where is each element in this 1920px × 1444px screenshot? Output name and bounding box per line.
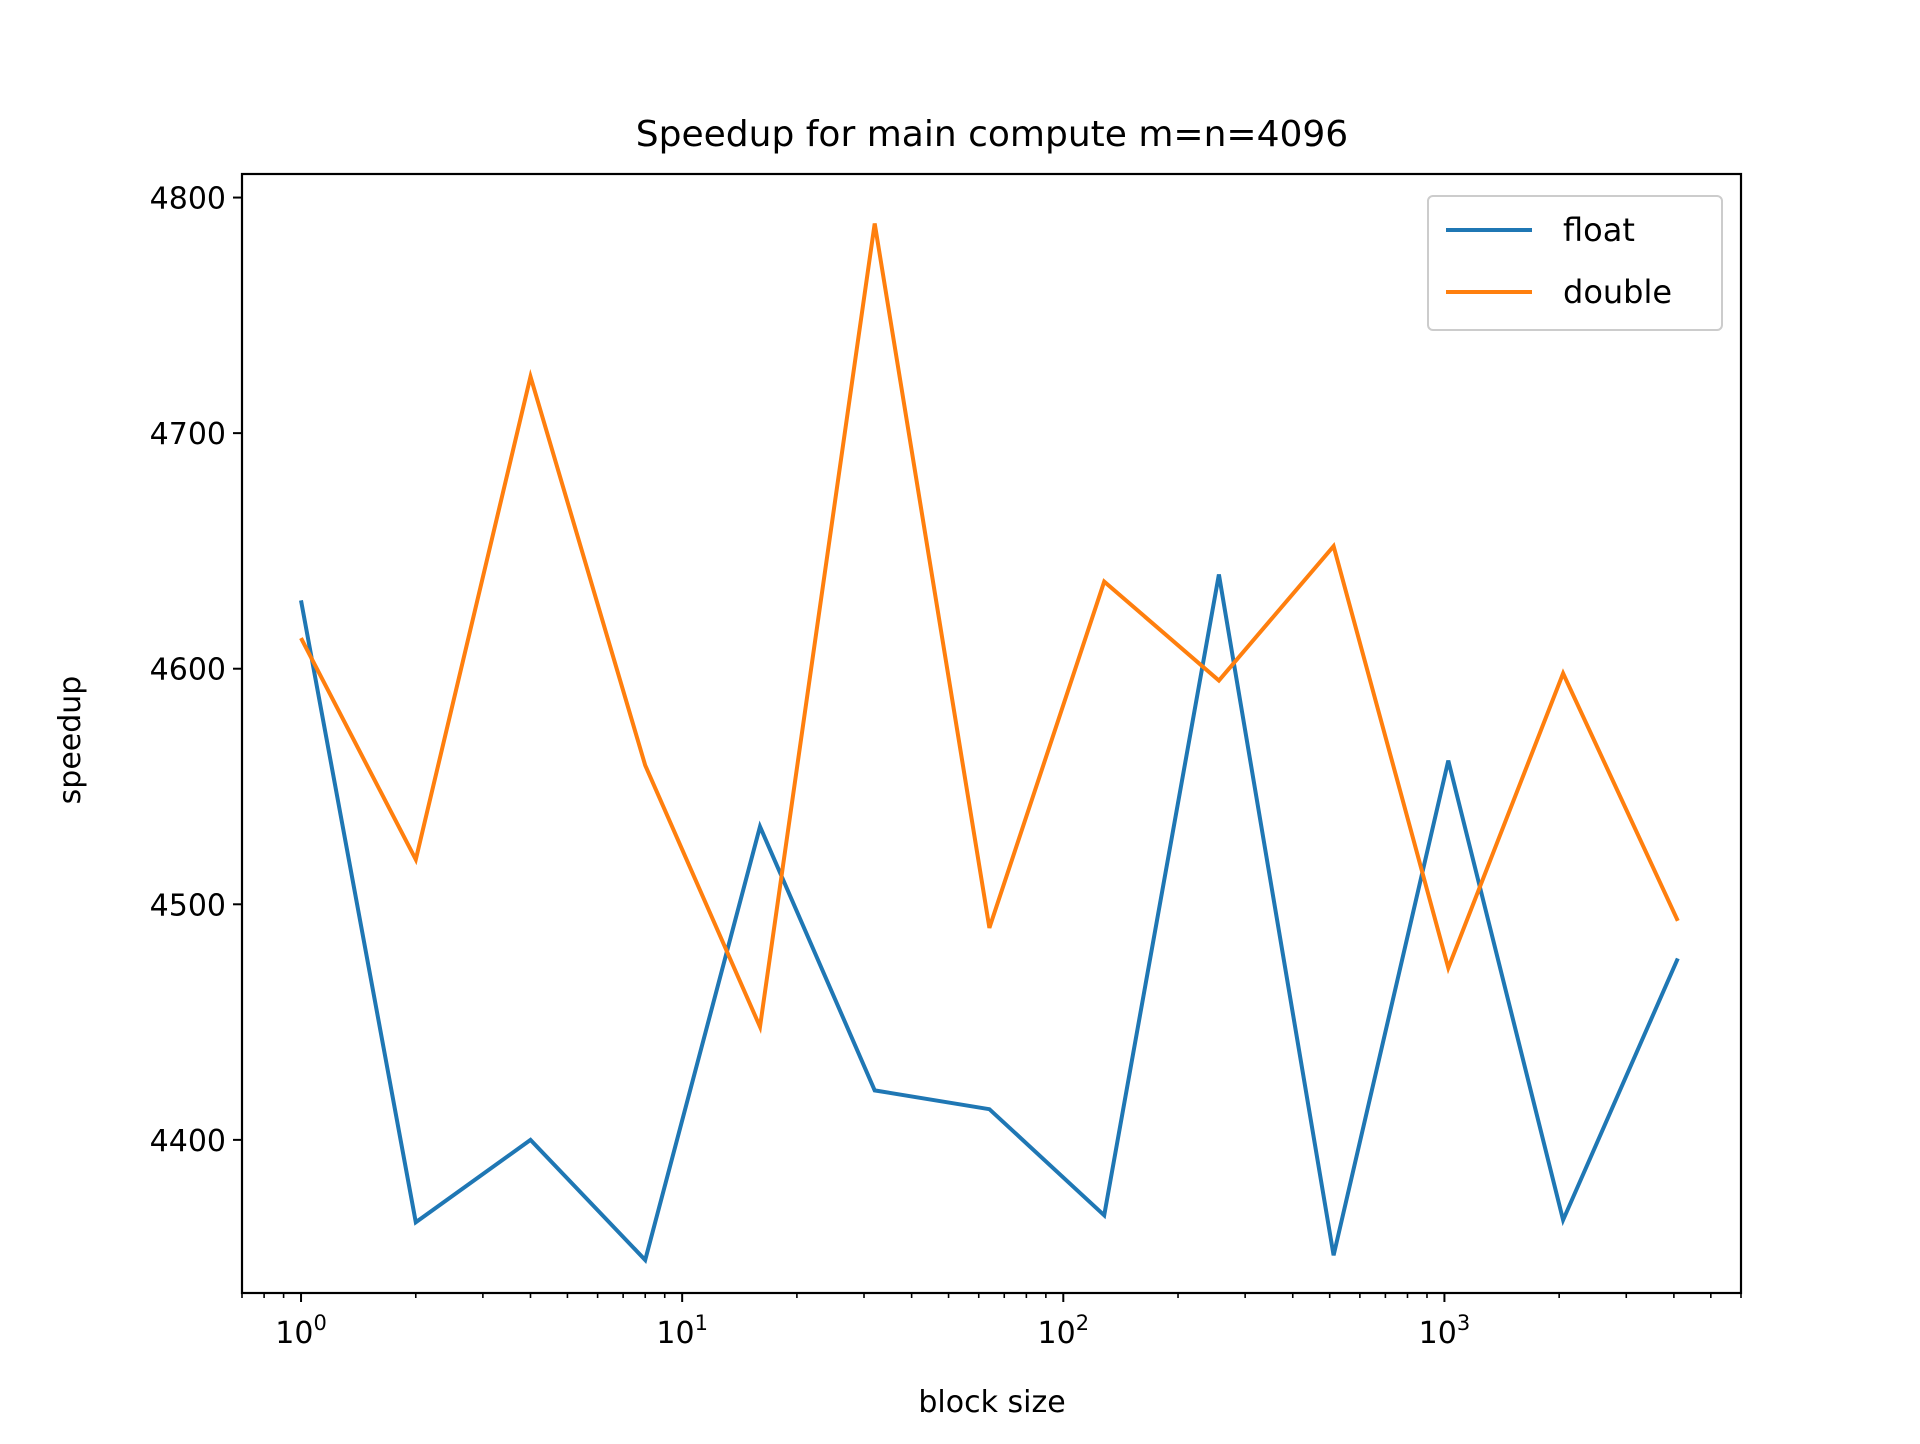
x-tick-label: 103 — [1419, 1311, 1471, 1351]
legend: float double — [1427, 195, 1723, 331]
y-axis-label: speedup — [53, 676, 88, 805]
legend-label-float: float — [1563, 211, 1635, 249]
x-tick-label-exponent: 2 — [1076, 1311, 1089, 1335]
y-tick-label: 4600 — [150, 653, 226, 688]
x-tick-label-exponent: 0 — [313, 1311, 326, 1335]
legend-label-double: double — [1563, 273, 1672, 311]
y-tick-label: 4500 — [150, 888, 226, 923]
x-tick-label-exponent: 1 — [695, 1311, 708, 1335]
x-tick-label-base: 10 — [275, 1316, 313, 1351]
y-tick-label: 4800 — [150, 182, 226, 217]
plot-area-frame — [240, 172, 1743, 1295]
x-tick-label: 100 — [275, 1311, 327, 1351]
x-tick-label-base: 10 — [1038, 1316, 1076, 1351]
series-line-float — [299, 574, 1680, 1264]
x-tick-label: 102 — [1038, 1311, 1090, 1351]
x-axis-label: block size — [918, 1385, 1065, 1420]
x-tick-label-base: 10 — [656, 1316, 694, 1351]
chart-title: Speedup for main compute m=n=4096 — [636, 114, 1348, 155]
x-tick-label-exponent: 3 — [1457, 1311, 1470, 1335]
y-tick-label: 4700 — [150, 417, 226, 452]
series-lines — [299, 223, 1680, 1264]
x-tick-label: 101 — [656, 1311, 708, 1351]
y-tick-label: 4400 — [150, 1124, 226, 1159]
x-tick-label-base: 10 — [1419, 1316, 1457, 1351]
series-line-double — [299, 223, 1680, 1035]
